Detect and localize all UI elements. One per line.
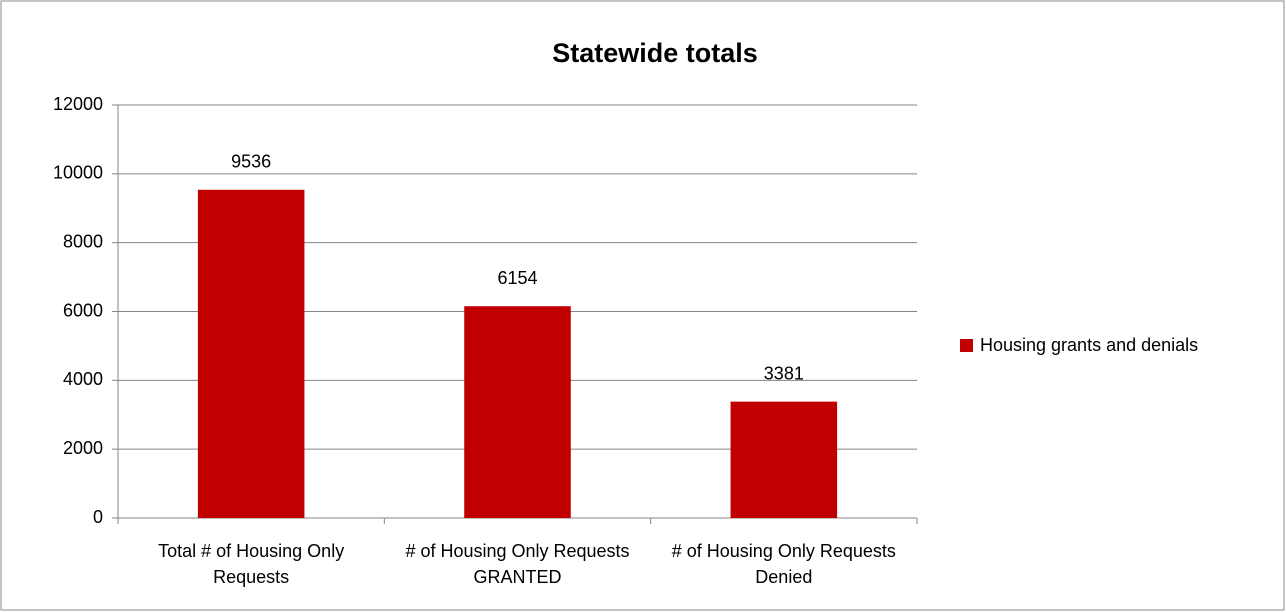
y-tick-label: 2000 [63,438,103,458]
x-tick-label: # of Housing Only Requests GRANTED [405,541,630,587]
legend-swatch [960,339,973,352]
bar [197,189,305,518]
data-label: 3381 [764,363,804,383]
x-tick-label: Total # of Housing Only Requests [158,541,345,587]
data-label: 6154 [497,268,537,288]
x-tick-label: # of Housing Only Requests Denied [671,541,896,587]
data-label: 9536 [231,152,271,172]
legend-label: Housing grants and denials [980,335,1198,355]
y-tick-label: 12000 [53,94,103,114]
y-tick-label: 6000 [63,300,103,320]
bar [730,401,838,518]
y-tick-label: 0 [93,507,103,527]
y-tick-label: 4000 [63,369,103,389]
bar [464,306,571,518]
chart-title: Statewide totals [552,38,758,68]
y-tick-label: 10000 [53,163,103,183]
y-tick-label: 8000 [63,231,103,251]
